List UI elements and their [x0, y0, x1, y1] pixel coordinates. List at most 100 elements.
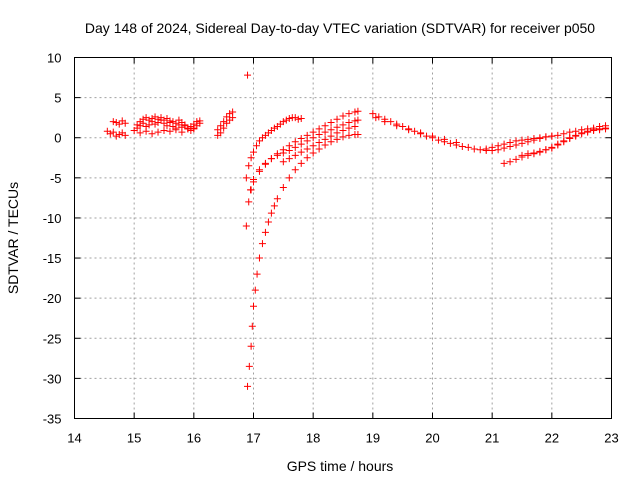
data-point — [351, 108, 359, 116]
grid — [74, 57, 612, 419]
data-point — [309, 149, 317, 157]
y-tick-label: -25 — [43, 331, 62, 346]
series-pass-E — [136, 117, 204, 138]
data-point — [244, 382, 252, 390]
data-point — [339, 112, 347, 120]
data-point — [261, 159, 269, 167]
data-point — [181, 121, 189, 129]
x-tick-labels: 14 15 16 17 18 19 20 21 22 23 — [67, 431, 618, 446]
data-point — [148, 114, 156, 122]
x-tick-label: 20 — [425, 431, 439, 446]
data-point — [566, 135, 574, 143]
data-point — [297, 114, 305, 122]
data-point — [166, 127, 174, 135]
data-point — [369, 110, 377, 118]
data-point — [145, 116, 153, 124]
data-point — [327, 132, 335, 140]
data-point — [524, 150, 532, 158]
data-point — [285, 147, 293, 155]
data-point — [315, 139, 323, 147]
data-point — [242, 222, 250, 230]
data-point — [518, 151, 526, 159]
data-point — [315, 145, 323, 153]
data-point — [294, 115, 302, 123]
x-tick-label: 22 — [545, 431, 559, 446]
data-point — [354, 116, 362, 124]
data-point — [166, 117, 174, 125]
data-point — [500, 159, 508, 167]
data-point — [172, 119, 180, 127]
data-point — [226, 110, 234, 118]
y-tick-label: -35 — [43, 412, 62, 427]
data-point — [321, 122, 329, 130]
data-point — [470, 145, 478, 153]
data-point — [542, 133, 550, 141]
data-point — [303, 137, 311, 145]
data-point — [172, 126, 180, 134]
data-point — [109, 118, 117, 126]
data-point — [372, 114, 380, 122]
data-point — [345, 131, 353, 139]
data-point — [244, 71, 252, 79]
data-point — [524, 135, 532, 143]
data-point — [251, 286, 259, 294]
data-point — [264, 218, 272, 226]
data-point — [261, 228, 269, 236]
data-point — [223, 113, 231, 121]
data-point — [245, 198, 253, 206]
data-point — [121, 131, 129, 139]
data-point — [297, 140, 305, 148]
plot-frame — [74, 57, 612, 419]
data-point — [399, 122, 407, 130]
data-point — [530, 149, 538, 157]
data-point — [291, 114, 299, 122]
series-pass-H — [244, 71, 252, 79]
data-point — [309, 134, 317, 142]
y-tick-label: 0 — [54, 131, 61, 146]
data-point — [411, 127, 419, 135]
data-point — [315, 131, 323, 139]
x-tick-label: 17 — [246, 431, 260, 446]
data-point — [423, 132, 431, 140]
data-point — [602, 125, 610, 133]
y-tick-label: -15 — [43, 251, 62, 266]
y-tick-label: 10 — [47, 51, 61, 66]
data-point — [220, 118, 228, 126]
data-point — [321, 135, 329, 143]
data-point — [267, 209, 275, 217]
data-point — [375, 113, 383, 121]
data-point — [250, 148, 257, 156]
data-point — [345, 124, 353, 132]
data-point — [160, 127, 168, 135]
data-point — [163, 122, 171, 130]
data-point — [291, 166, 299, 174]
data-point — [154, 115, 162, 123]
data-point — [536, 134, 544, 142]
data-point — [536, 147, 544, 155]
data-point — [303, 154, 311, 162]
data-point — [518, 136, 526, 144]
data-point — [351, 122, 359, 130]
data-point — [327, 126, 335, 134]
data-point — [285, 155, 293, 163]
data-point — [220, 124, 228, 132]
data-point — [506, 158, 514, 166]
data-point — [560, 130, 568, 138]
data-point — [429, 132, 436, 140]
series-pass-D — [133, 113, 198, 135]
data-point — [115, 120, 123, 128]
x-tick-label: 19 — [366, 431, 380, 446]
axis-ticks — [74, 57, 612, 419]
data-point — [112, 118, 120, 126]
data-point — [250, 302, 257, 310]
data-point — [178, 128, 186, 136]
data-point — [247, 186, 255, 194]
data-point — [109, 128, 117, 136]
data-point — [333, 135, 341, 143]
y-tick-label: -20 — [43, 291, 62, 306]
series-pass-I — [242, 114, 305, 182]
data-point — [282, 116, 290, 124]
data-point — [309, 142, 317, 150]
data-point — [572, 132, 580, 140]
